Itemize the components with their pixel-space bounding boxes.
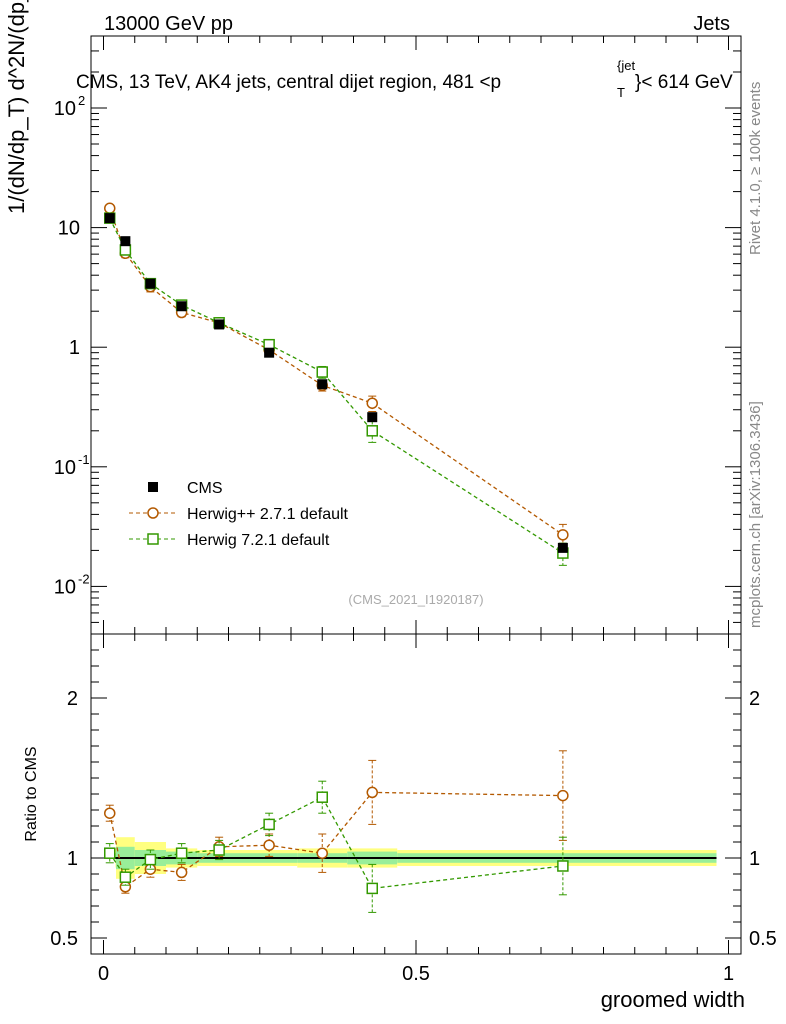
- series-line-1: [109, 208, 564, 536]
- x-axis-label: groomed width: [601, 987, 745, 1012]
- analysis-watermark: (CMS_2021_I1920187): [348, 592, 483, 607]
- title-tail: }< 614 GeV: [635, 72, 733, 93]
- ratio-plot-frame: [90, 633, 742, 955]
- legend-herwig7-marker: [147, 533, 159, 545]
- legend-label: Herwig++ 2.7.1 default: [187, 506, 349, 523]
- y-tick-label-exponent: -2: [78, 571, 90, 586]
- y-tick-label: 10: [58, 218, 80, 240]
- y-tick-label: 10: [54, 576, 76, 598]
- herwigpp-ratio-point: [119, 881, 132, 893]
- ratio-y-tick-label: 2: [67, 688, 78, 710]
- herwig7-ratio-point: [263, 818, 275, 831]
- herwig7-point: [316, 366, 328, 378]
- ratio-y-tick-label-right: 2: [749, 688, 760, 710]
- legend-herwigpp-marker: [147, 507, 159, 519]
- herwig7-ratio-point: [213, 844, 225, 856]
- ratio-y-tick-label-right: 1: [749, 848, 760, 870]
- header-process-label: Jets: [693, 13, 730, 35]
- herwig7-point: [119, 244, 132, 256]
- legend-cms-marker: [148, 482, 158, 492]
- herwig7-point: [366, 425, 378, 437]
- series-line-2: [109, 217, 564, 554]
- herwig7-ratio-point: [104, 847, 116, 859]
- herwigpp-ratio-point: [104, 807, 116, 819]
- herwigpp-ratio-point: [175, 866, 188, 879]
- ratio-y-tick-label: 0.5: [50, 928, 78, 950]
- herwigpp-ratio-point: [263, 839, 275, 851]
- title-superscript: {jet: [617, 58, 635, 73]
- herwigpp-point: [104, 202, 116, 215]
- cms-data-point: [264, 347, 275, 358]
- rivet-version-text: Rivet 4.1.0, ≥ 100k events: [747, 82, 764, 255]
- x-tick-label: 0: [98, 963, 109, 985]
- ratio-y-tick-label: 1: [67, 848, 78, 870]
- herwigpp-point: [557, 529, 569, 541]
- herwig7-ratio-point: [316, 791, 328, 803]
- herwigpp-ratio-point: [557, 789, 569, 802]
- ratio-y-tick-label-right: 0.5: [749, 928, 777, 950]
- herwig7-ratio-point: [366, 882, 378, 895]
- ylabel-top-text: 1/(dN/dp_T) d^2N/(dp_T dλ): [4, 0, 29, 214]
- cms-data-point: [557, 542, 568, 553]
- cms-data-point: [317, 379, 328, 390]
- legend-label: Herwig 7.2.1 default: [187, 532, 330, 549]
- herwigpp-ratio-point: [366, 786, 378, 799]
- cms-data-point: [176, 301, 187, 312]
- cms-data-point: [120, 236, 131, 247]
- y-tick-label-exponent: -1: [78, 452, 90, 467]
- cms-data-point: [145, 278, 156, 289]
- main-y-axis-label: 1/(dN/dp_T) d^2N/(dp_T dλ): [4, 0, 29, 214]
- ratio-y-axis-label: Ratio to CMS: [23, 746, 40, 841]
- cms-data-point: [104, 213, 115, 224]
- herwig7-ratio-point: [557, 860, 569, 872]
- legend-label: CMS: [187, 480, 223, 497]
- cms-data-point: [367, 412, 378, 423]
- y-tick-label: 10: [54, 98, 76, 120]
- title-main: CMS, 13 TeV, AK4 jets, central dijet reg…: [76, 72, 501, 93]
- herwig7-ratio-point: [175, 847, 188, 859]
- title-subscript: T: [617, 85, 625, 100]
- x-tick-label: 1: [723, 963, 734, 985]
- y-tick-label: 1: [69, 337, 80, 359]
- herwig7-ratio-point: [119, 871, 132, 883]
- header-energy-label: 13000 GeV pp: [104, 13, 233, 35]
- y-tick-label-exponent: 2: [78, 93, 85, 108]
- x-tick-label: 0.5: [402, 963, 430, 985]
- y-tick-label: 10: [54, 457, 76, 479]
- mcplots-reference-text: mcplots.cern.ch [arXiv:1306.3436]: [747, 401, 764, 628]
- herwigpp-point: [366, 397, 378, 409]
- plot-title: CMS, 13 TeV, AK4 jets, central dijet reg…: [76, 58, 733, 100]
- herwig7-ratio-point: [144, 853, 157, 866]
- herwigpp-ratio-point: [316, 847, 328, 859]
- cms-data-point: [214, 319, 225, 330]
